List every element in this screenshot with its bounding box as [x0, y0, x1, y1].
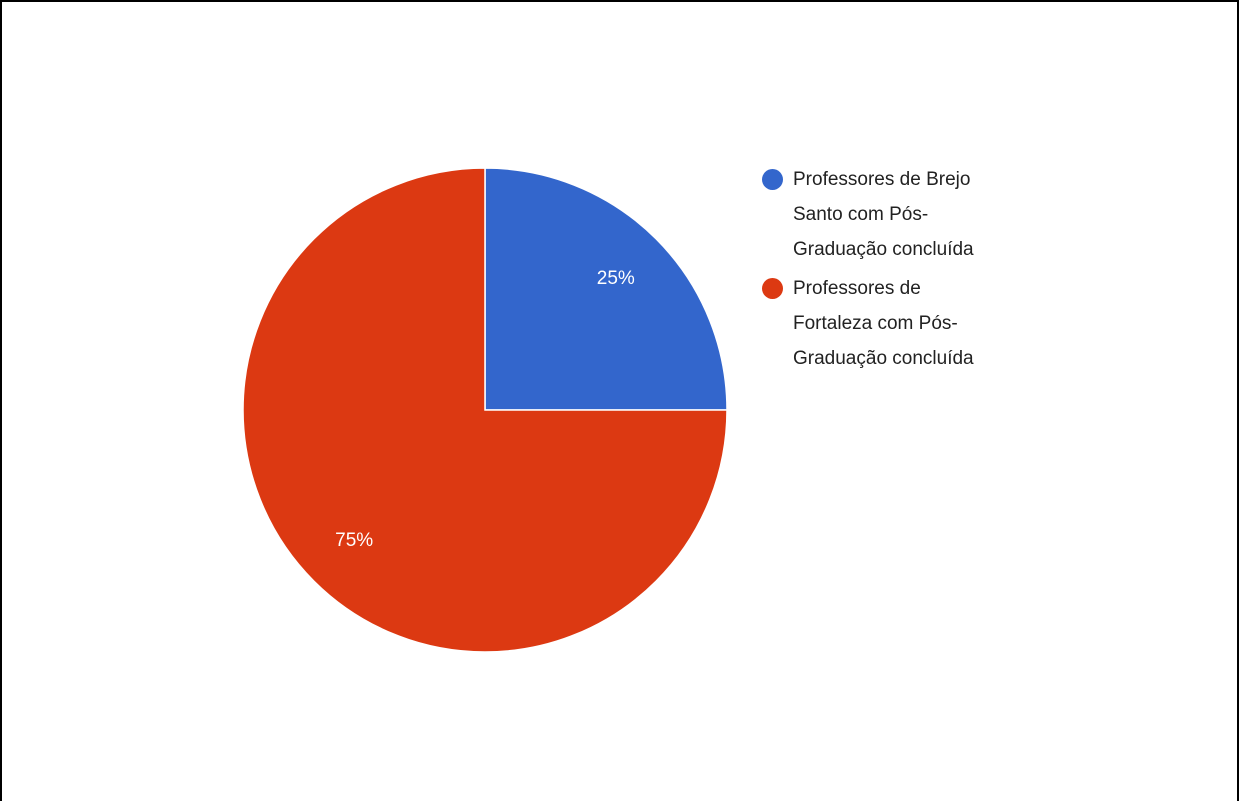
- legend-swatch: [762, 169, 783, 190]
- slice-label: 25%: [597, 268, 635, 289]
- pie-slice: [484, 167, 728, 411]
- pie-slice: [242, 167, 728, 653]
- legend-swatch: [762, 278, 783, 299]
- slice-label: 75%: [335, 530, 373, 551]
- legend-item: Professores de Fortaleza com Pós-Graduaç…: [762, 271, 993, 376]
- legend-item: Professores de Brejo Santo com Pós-Gradu…: [762, 162, 993, 267]
- legend-label: Professores de Fortaleza com Pós-Graduaç…: [793, 278, 974, 369]
- legend-label: Professores de Brejo Santo com Pós-Gradu…: [793, 169, 974, 260]
- legend: Professores de Brejo Santo com Pós-Gradu…: [762, 162, 1022, 380]
